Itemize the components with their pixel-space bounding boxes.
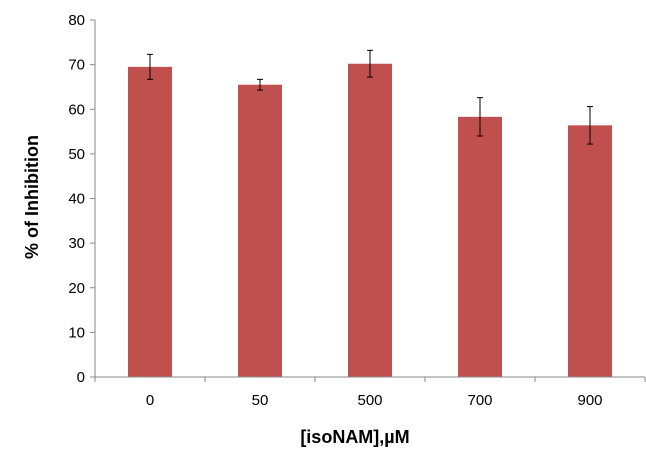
error-bars-group: [147, 49, 593, 145]
bar-700: [458, 116, 502, 378]
x-tick-label: 900: [577, 392, 602, 409]
y-axis-label: % of Inhibition: [22, 135, 42, 259]
y-tick-label: 10: [68, 324, 85, 341]
y-ticks-group: 0 10 20 30 40 50 60 70 80: [68, 12, 95, 386]
y-tick-label: 60: [68, 101, 85, 118]
y-tick-label: 40: [68, 191, 85, 208]
x-tick-label: 500: [357, 392, 382, 409]
x-tick-label: 700: [467, 392, 492, 409]
x-axis-label: [isoNAM],µM: [300, 427, 409, 447]
bar-900: [568, 125, 612, 377]
x-ticks-group: 0 50 500 700 900: [94, 377, 646, 409]
y-tick-label: 80: [68, 12, 85, 29]
x-tick-label: 0: [146, 392, 154, 409]
bar-0: [128, 66, 172, 377]
x-tick-label: 50: [252, 392, 269, 409]
y-tick-label: 30: [68, 235, 85, 252]
bar-500: [348, 63, 392, 378]
y-tick-label: 70: [68, 57, 85, 74]
y-tick-label: 50: [68, 146, 85, 163]
bar-50: [238, 84, 282, 378]
bars-group: [128, 63, 612, 378]
y-tick-label: 0: [77, 369, 85, 386]
y-tick-label: 20: [68, 280, 85, 297]
